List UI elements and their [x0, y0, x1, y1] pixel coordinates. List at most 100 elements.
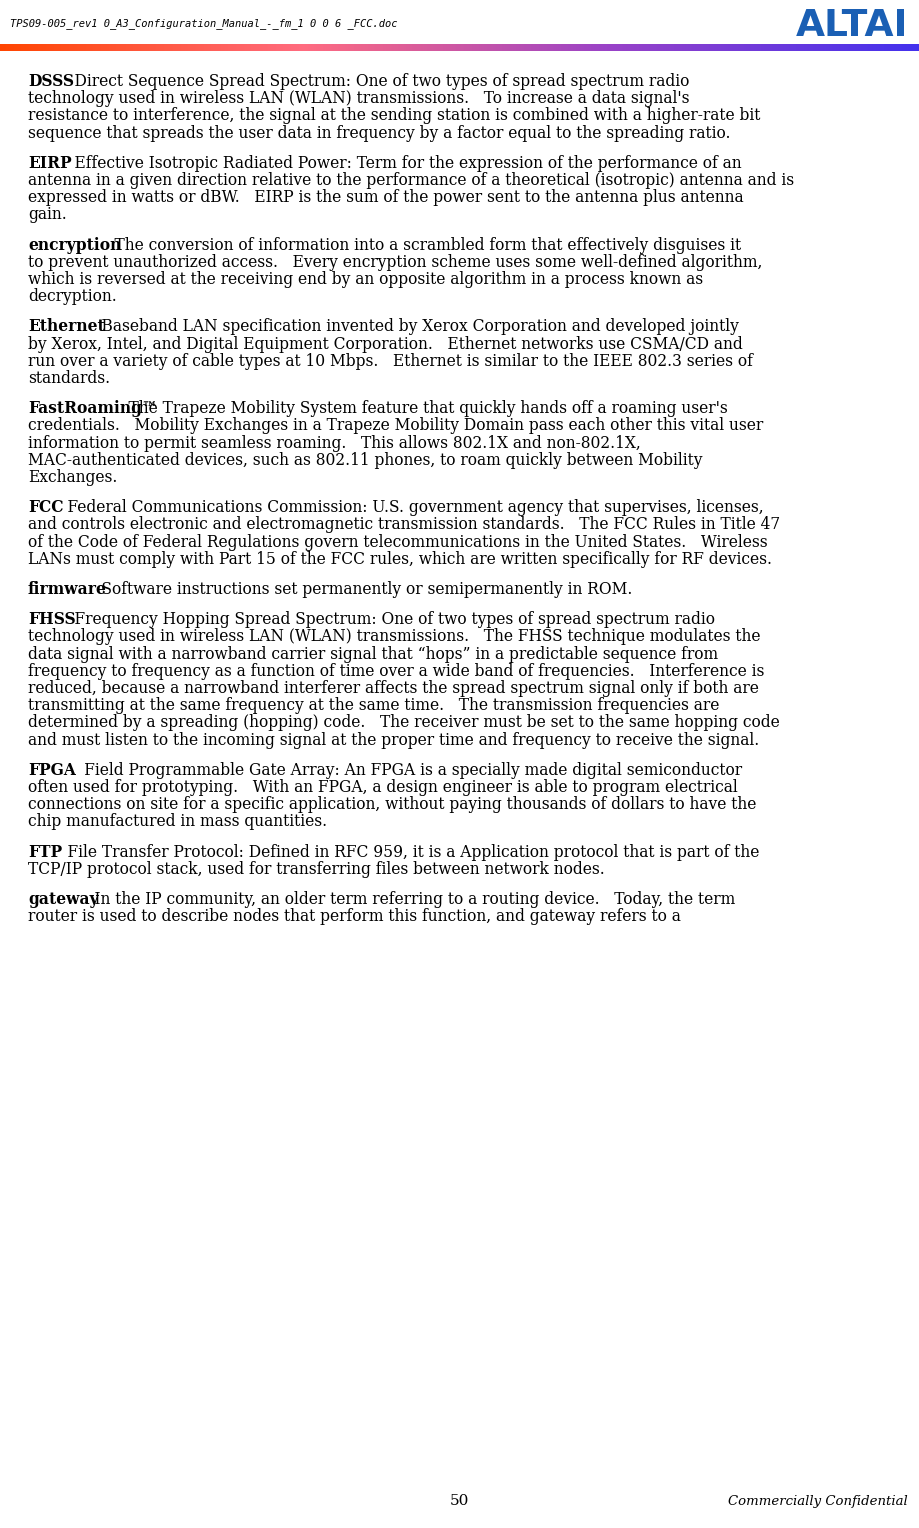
- Bar: [507, 44, 508, 50]
- Bar: [901, 44, 902, 50]
- Bar: [182, 44, 184, 50]
- Bar: [219, 44, 221, 50]
- Bar: [801, 44, 802, 50]
- Bar: [871, 44, 873, 50]
- Bar: [847, 44, 848, 50]
- Bar: [538, 44, 539, 50]
- Bar: [58, 44, 60, 50]
- Bar: [852, 44, 853, 50]
- Bar: [29, 44, 30, 50]
- Bar: [657, 44, 659, 50]
- Bar: [539, 44, 540, 50]
- Bar: [381, 44, 383, 50]
- Bar: [308, 44, 310, 50]
- Bar: [662, 44, 664, 50]
- Bar: [207, 44, 209, 50]
- Bar: [274, 44, 276, 50]
- Bar: [755, 44, 756, 50]
- Bar: [245, 44, 246, 50]
- Bar: [406, 44, 407, 50]
- Bar: [397, 44, 398, 50]
- Bar: [198, 44, 199, 50]
- Bar: [74, 44, 75, 50]
- Bar: [5, 44, 6, 50]
- Bar: [435, 44, 437, 50]
- Bar: [917, 44, 919, 50]
- Bar: [574, 44, 576, 50]
- Bar: [233, 44, 234, 50]
- Bar: [596, 44, 597, 50]
- Text: often used for prototyping.   With an FPGA, a design engineer is able to program: often used for prototyping. With an FPGA…: [28, 779, 738, 796]
- Bar: [568, 44, 570, 50]
- Bar: [902, 44, 903, 50]
- Bar: [14, 44, 16, 50]
- Bar: [848, 44, 850, 50]
- Bar: [777, 44, 778, 50]
- Bar: [625, 44, 627, 50]
- Bar: [654, 44, 655, 50]
- Bar: [521, 44, 522, 50]
- Bar: [607, 44, 608, 50]
- Bar: [395, 44, 397, 50]
- Bar: [164, 44, 165, 50]
- Bar: [110, 44, 112, 50]
- Bar: [899, 44, 901, 50]
- Bar: [11, 44, 12, 50]
- Bar: [728, 44, 729, 50]
- Bar: [637, 44, 639, 50]
- Bar: [890, 44, 891, 50]
- Bar: [746, 44, 747, 50]
- Bar: [374, 44, 375, 50]
- Bar: [370, 44, 372, 50]
- Bar: [43, 44, 44, 50]
- Bar: [751, 44, 752, 50]
- Bar: [329, 44, 331, 50]
- Bar: [441, 44, 443, 50]
- Bar: [104, 44, 106, 50]
- Bar: [225, 44, 227, 50]
- Bar: [855, 44, 857, 50]
- Bar: [907, 44, 908, 50]
- Bar: [687, 44, 689, 50]
- Bar: [732, 44, 733, 50]
- Bar: [712, 44, 714, 50]
- Bar: [81, 44, 83, 50]
- Bar: [646, 44, 648, 50]
- Bar: [912, 44, 913, 50]
- Text: sequence that spreads the user data in frequency by a factor equal to the spread: sequence that spreads the user data in f…: [28, 125, 731, 142]
- Bar: [346, 44, 347, 50]
- Bar: [645, 44, 646, 50]
- Bar: [314, 44, 315, 50]
- Text: Effective Isotropic Radiated Power: Term for the expression of the performance o: Effective Isotropic Radiated Power: Term…: [55, 154, 742, 171]
- Bar: [708, 44, 709, 50]
- Bar: [705, 44, 706, 50]
- Bar: [462, 44, 464, 50]
- Bar: [889, 44, 890, 50]
- Bar: [843, 44, 844, 50]
- Bar: [866, 44, 867, 50]
- Text: EIRP: EIRP: [28, 154, 72, 171]
- Text: FPGA: FPGA: [28, 762, 76, 779]
- Text: gateway: gateway: [28, 891, 98, 908]
- Bar: [343, 44, 345, 50]
- Bar: [352, 44, 354, 50]
- Text: connections on site for a specific application, without paying thousands of doll: connections on site for a specific appli…: [28, 796, 756, 813]
- Bar: [138, 44, 140, 50]
- Bar: [783, 44, 784, 50]
- Bar: [305, 44, 306, 50]
- Bar: [752, 44, 754, 50]
- Bar: [380, 44, 381, 50]
- Text: technology used in wireless LAN (WLAN) transmissions.   To increase a data signa: technology used in wireless LAN (WLAN) t…: [28, 90, 689, 107]
- Text: Direct Sequence Spread Spectrum: One of two types of spread spectrum radio: Direct Sequence Spread Spectrum: One of …: [55, 73, 689, 90]
- Bar: [326, 44, 328, 50]
- Bar: [21, 44, 23, 50]
- Bar: [365, 44, 366, 50]
- Text: reduced, because a narrowband interferer affects the spread spectrum signal only: reduced, because a narrowband interferer…: [28, 680, 759, 697]
- Bar: [101, 44, 103, 50]
- Bar: [421, 44, 423, 50]
- Bar: [356, 44, 357, 50]
- Bar: [565, 44, 567, 50]
- Bar: [838, 44, 839, 50]
- Text: Commercially Confidential: Commercially Confidential: [728, 1494, 908, 1508]
- Bar: [709, 44, 710, 50]
